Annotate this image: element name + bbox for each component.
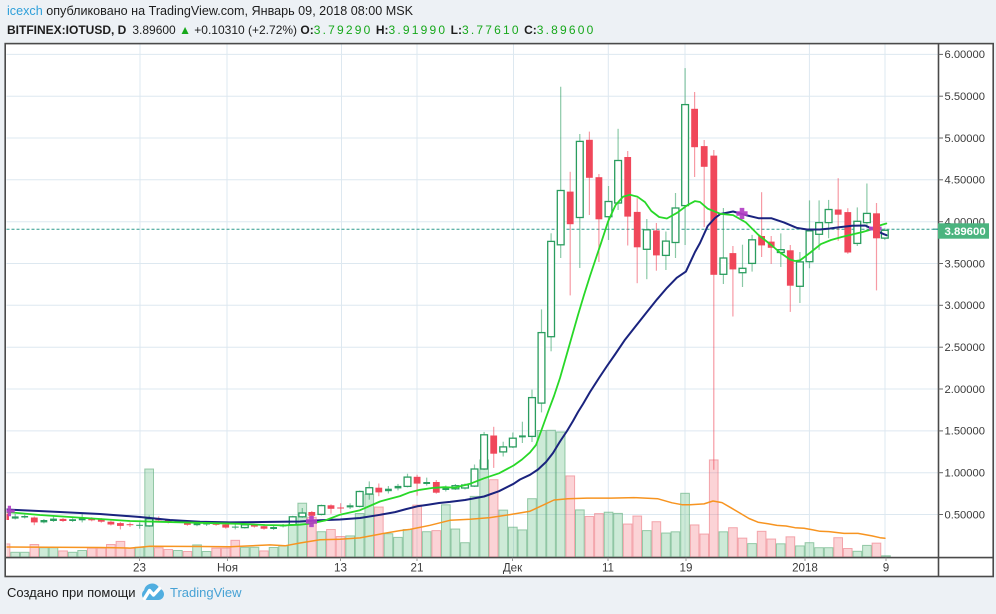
svg-text:19: 19 [680,562,693,575]
svg-text:2.00000: 2.00000 [945,384,985,396]
svg-text:5.50000: 5.50000 [945,91,985,103]
svg-text:Дек: Дек [503,562,523,575]
svg-text:21: 21 [411,562,424,575]
svg-text:3.00000: 3.00000 [945,300,985,312]
svg-text:1.50000: 1.50000 [945,426,985,438]
svg-text:3.89600: 3.89600 [945,226,986,238]
svg-text:6.00000: 6.00000 [945,49,985,61]
svg-text:9: 9 [883,562,889,575]
svg-text:Ноя: Ноя [217,562,238,575]
svg-text:0.50000: 0.50000 [945,509,985,521]
svg-text:3.50000: 3.50000 [945,258,985,270]
svg-text:13: 13 [334,562,347,575]
svg-text:1.00000: 1.00000 [945,468,985,480]
svg-text:4.50000: 4.50000 [945,175,985,187]
svg-text:2.50000: 2.50000 [945,342,985,354]
svg-text:5.00000: 5.00000 [945,133,985,145]
svg-text:23: 23 [133,562,146,575]
svg-text:2018: 2018 [792,562,818,575]
svg-text:11: 11 [602,562,614,575]
